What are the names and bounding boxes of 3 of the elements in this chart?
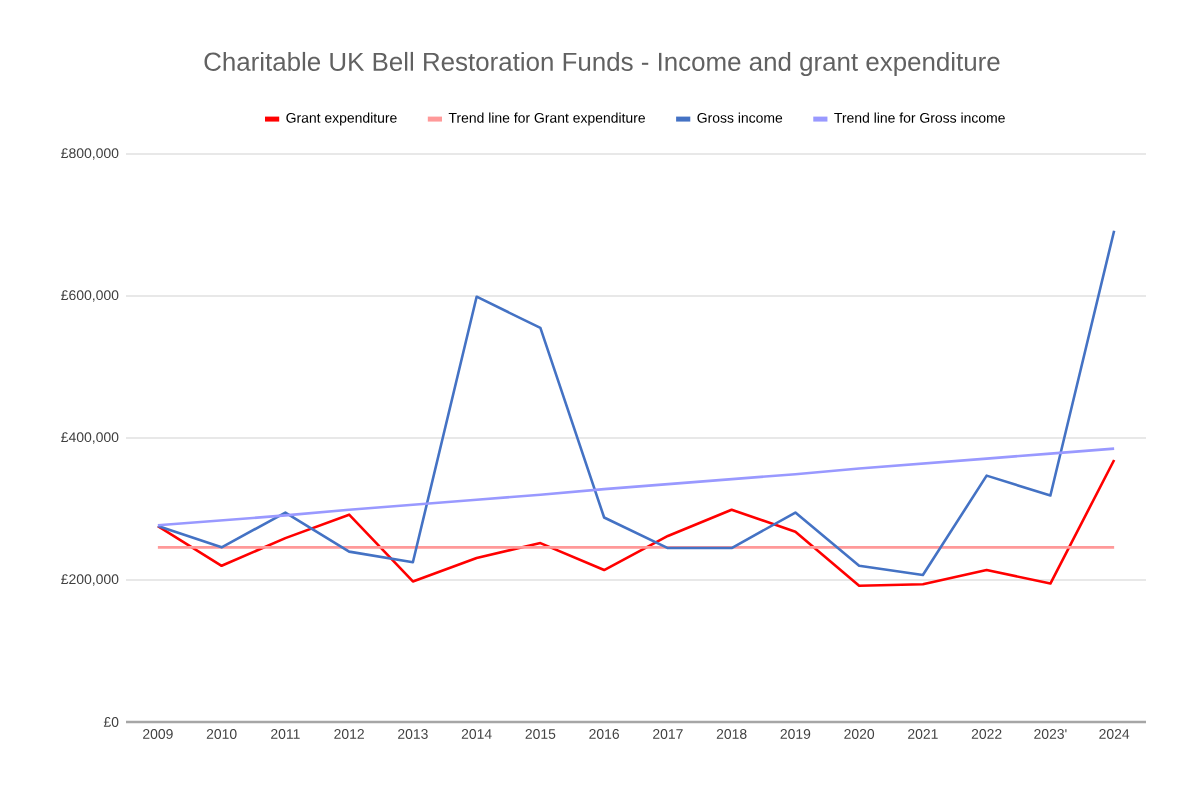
line-series bbox=[156, 458, 1116, 587]
chart-title: Charitable UK Bell Restoration Funds - Income and grant expenditure bbox=[204, 51, 1000, 77]
line-series bbox=[156, 229, 1116, 577]
